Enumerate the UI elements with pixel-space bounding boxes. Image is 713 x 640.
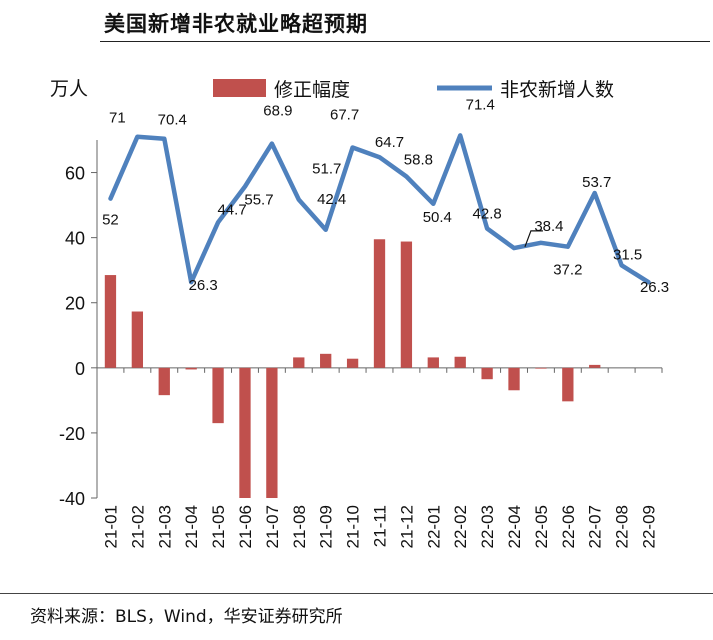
bar: [293, 357, 305, 368]
x-tick-label: 22-02: [451, 505, 470, 548]
y-tick-label: 20: [65, 294, 85, 314]
x-tick-label: 21-03: [155, 505, 174, 548]
title-divider: [100, 41, 710, 42]
bar: [427, 357, 439, 368]
source-note: 资料来源：BLS，Wind，华安证券研究所: [30, 607, 343, 627]
y-tick-label: 60: [65, 164, 85, 184]
data-label: 55.7: [244, 192, 273, 209]
y-tick-label: 40: [65, 229, 85, 249]
x-tick-label: 22-08: [613, 505, 632, 548]
y-tick-label: -20: [59, 424, 85, 444]
bar: [400, 241, 413, 368]
x-tick-label: 21-12: [397, 505, 416, 548]
axes-layer: -40 -20 0 20 40 60 万人 21-01 21-02 21-03 21-04 21-05…: [50, 78, 663, 548]
bar: [185, 367, 197, 370]
x-tick-label: 21-09: [317, 505, 336, 548]
bar: [373, 239, 386, 368]
bar: [131, 311, 144, 368]
y-axis-label: 万人: [50, 78, 88, 100]
bar: [508, 367, 520, 391]
data-label: 71.4: [466, 96, 495, 113]
x-tick-label: 22-06: [559, 505, 578, 548]
bar: [212, 367, 224, 424]
x-tick-label: 21-01: [101, 505, 120, 548]
bar: [104, 275, 117, 368]
x-tick-label: 22-05: [532, 505, 551, 548]
x-tick-label: 21-02: [128, 505, 147, 548]
bar: [346, 358, 359, 368]
data-label: 26.3: [189, 277, 218, 294]
bar: [266, 367, 278, 498]
bar: [454, 356, 466, 368]
data-label: 51.7: [312, 161, 341, 178]
x-tick-label: 22-04: [505, 505, 524, 548]
x-tick-label: 21-10: [344, 505, 363, 548]
data-label: 70.4: [158, 112, 187, 129]
x-tick-label: 22-03: [478, 505, 497, 548]
bar: [239, 367, 251, 498]
leader-line: [524, 230, 543, 248]
data-label: 38.4: [534, 218, 563, 235]
employment-chart: -40 -20 0 20 40 60 万人 21-01 21-02 21-03 21-04 21-05…: [50, 78, 669, 548]
data-label: 50.4: [423, 209, 452, 226]
y-tick-label: 0: [75, 359, 85, 379]
x-tick-label: 21-08: [290, 505, 309, 548]
data-labels-layer: 52 71 70.4 26.3 44.755.7 68.9 51.7 42.4 67.7 64.7…: [102, 96, 669, 296]
x-tick-label: 21-06: [236, 505, 255, 548]
y-tick-label: -40: [59, 489, 85, 509]
x-tick-label: 21-07: [263, 505, 282, 548]
bar: [562, 367, 574, 402]
legend: 修正幅度 非农新增人数: [213, 79, 614, 101]
legend-bar-swatch: [213, 79, 266, 97]
data-label: 52: [102, 212, 119, 229]
bar: [589, 364, 601, 368]
x-tick-label: 21-11: [371, 505, 390, 547]
data-label: 37.2: [553, 262, 582, 279]
data-label: 58.8: [404, 151, 433, 168]
x-tick-label: 22-09: [640, 505, 659, 548]
data-label: 42.4: [317, 191, 346, 208]
data-label: 31.5: [613, 246, 642, 263]
bar: [481, 367, 493, 380]
bars-layer: [104, 239, 601, 498]
data-label: 42.8: [473, 206, 502, 223]
x-tick-label: 22-07: [586, 505, 605, 548]
source-divider: [0, 593, 713, 594]
bar: [535, 367, 547, 369]
page-title: 美国新增非农就业略超预期: [104, 11, 368, 36]
data-label: 71: [109, 110, 126, 127]
bar: [158, 367, 170, 396]
data-label: 53.7: [582, 174, 611, 191]
x-tick-label: 21-05: [209, 505, 228, 548]
data-label: 67.7: [330, 106, 359, 123]
bar: [320, 353, 332, 368]
data-label: 64.7: [375, 134, 404, 151]
legend-line-label: 非农新增人数: [500, 79, 614, 101]
line-layer: [108, 133, 651, 285]
x-tick-label: 22-01: [424, 505, 443, 548]
legend-bar-label: 修正幅度: [274, 79, 350, 101]
data-label: 26.3: [640, 279, 669, 296]
data-label: 44.7: [217, 201, 246, 218]
x-tick-label: 21-04: [182, 505, 201, 548]
data-label: 68.9: [263, 103, 292, 120]
